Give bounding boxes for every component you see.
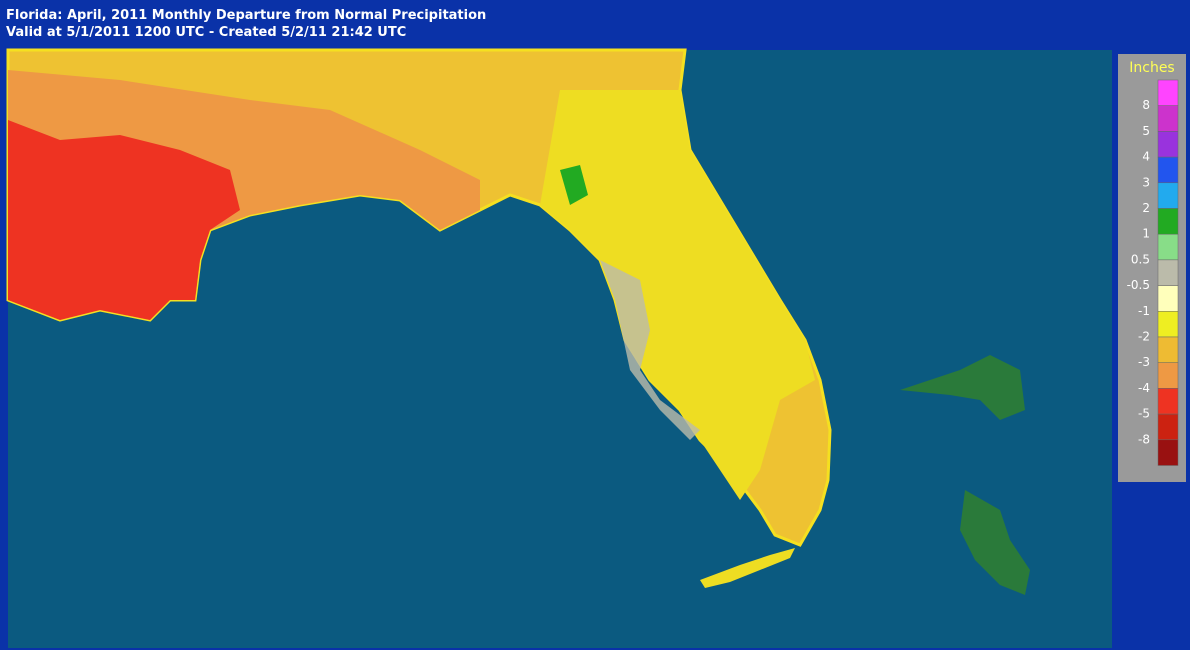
- bahamas: [900, 355, 1025, 420]
- legend-swatch: [1157, 413, 1179, 441]
- legend-swatch: [1157, 285, 1179, 312]
- legend-swatch: [1157, 156, 1179, 184]
- legend-label: 0.5: [1131, 252, 1150, 266]
- legend-label: -3: [1138, 355, 1150, 369]
- legend-swatch: [1157, 79, 1179, 106]
- gray-patch: [600, 260, 700, 440]
- legend-swatch: [1157, 233, 1179, 261]
- legend-swatch: [1157, 336, 1179, 363]
- legend-swatch: [1157, 259, 1179, 286]
- map-subtitle: Valid at 5/1/2011 1200 UTC - Created 5/2…: [6, 25, 406, 40]
- legend-swatch: [1157, 182, 1179, 209]
- green-patch: [560, 165, 588, 205]
- legend-label: -4: [1138, 381, 1150, 395]
- map: [6, 48, 1112, 648]
- legend-swatch: [1157, 311, 1179, 338]
- very-dry-region: [8, 120, 240, 320]
- legend-label: -5: [1138, 407, 1150, 421]
- legend-label: 8: [1142, 98, 1150, 112]
- legend-swatch: [1157, 388, 1179, 415]
- legend-label: 2: [1142, 201, 1150, 215]
- legend-swatch: [1157, 131, 1179, 158]
- legend-label: 3: [1142, 175, 1150, 189]
- legend-label: 1: [1142, 227, 1150, 241]
- keys: [700, 548, 795, 588]
- legend-label: 5: [1142, 124, 1150, 138]
- bahamas: [960, 490, 1030, 595]
- legend-swatch: [1157, 362, 1179, 389]
- legend-label: 4: [1142, 150, 1150, 164]
- legend-label: -1: [1138, 304, 1150, 318]
- map-title: Florida: April, 2011 Monthly Departure f…: [6, 8, 486, 23]
- legend-swatch: [1157, 105, 1179, 132]
- legend-label: -0.5: [1127, 278, 1150, 292]
- legend: Inches 8 5 4 3 2 1 0.5 -0.5 -1 -2 -3 -4 -5 -8: [1118, 54, 1186, 482]
- legend-swatch: [1157, 208, 1179, 235]
- peninsula-yellow: [540, 90, 815, 500]
- legend-title: Inches: [1129, 60, 1174, 76]
- legend-label: -8: [1138, 432, 1150, 446]
- legend-label: -2: [1138, 330, 1150, 344]
- legend-swatch: [1157, 439, 1179, 466]
